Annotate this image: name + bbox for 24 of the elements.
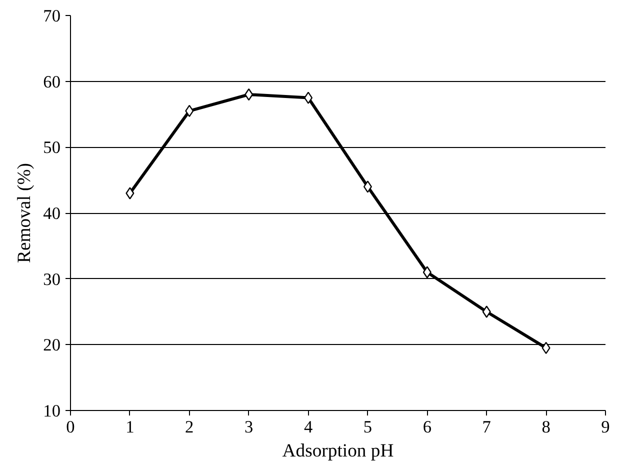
point	[126, 187, 134, 200]
x-tick-label: 3	[244, 418, 254, 436]
x-tick-label: 0	[66, 418, 75, 436]
point	[482, 306, 491, 318]
point	[304, 92, 313, 104]
x-tick-label: 4	[304, 418, 313, 436]
x-tick-label: 5	[363, 418, 372, 436]
y-tick-label: 70	[43, 6, 60, 26]
y-tick-label: 40	[43, 204, 60, 223]
x-tick-label: 1	[126, 418, 134, 436]
y-tick-label: 30	[43, 270, 60, 289]
y-tick-label: 60	[43, 72, 60, 92]
y-tick-label: 20	[43, 336, 60, 355]
x-tick-label: 2	[185, 418, 194, 436]
point	[363, 180, 372, 193]
x-tick-label: 8	[542, 418, 550, 436]
y-tick-label: 10	[43, 402, 60, 420]
x-tick-label: 7	[482, 418, 492, 436]
x-tick-label: 9	[601, 418, 610, 436]
point	[422, 266, 432, 278]
y-tick-label: 50	[43, 138, 60, 158]
x-axis-title: Adsorption pH	[282, 440, 394, 462]
x-tick-label: 6	[422, 418, 432, 436]
y-axis-title: Removal (%)	[14, 162, 36, 263]
